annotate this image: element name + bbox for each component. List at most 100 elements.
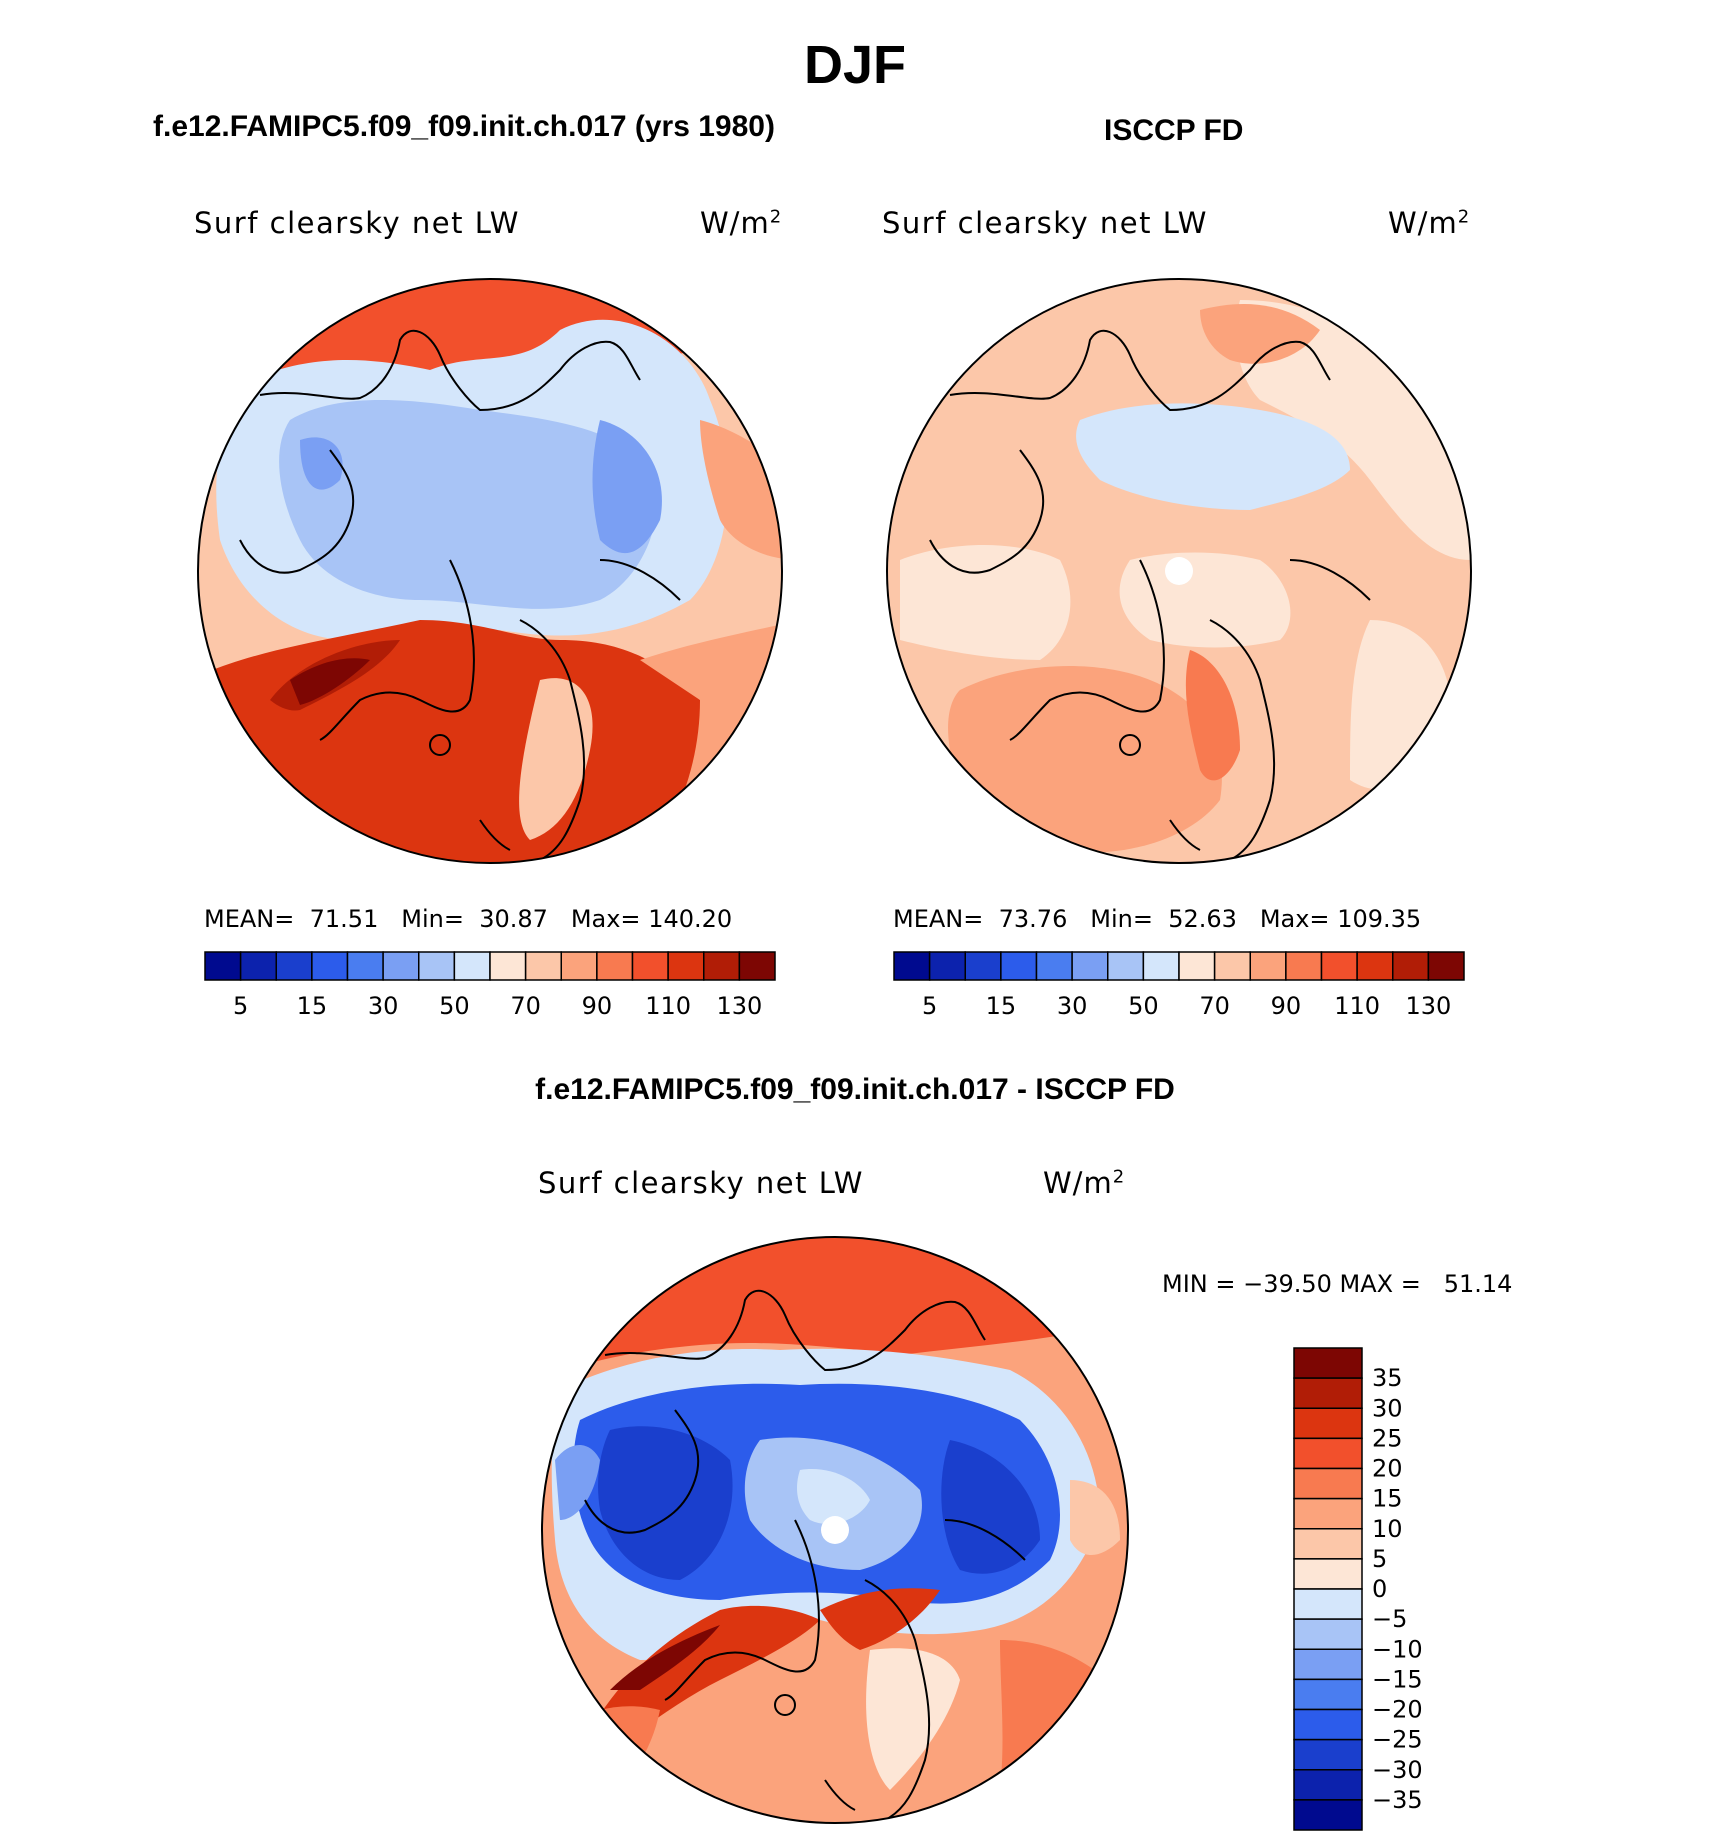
- obs-colorbar-swatch: [1000, 951, 1038, 981]
- diff-colorbar-swatch: [1293, 1799, 1363, 1831]
- model-colorbar-tick-label: 70: [510, 992, 541, 1020]
- obs-colorbar-swatch: [1427, 951, 1465, 981]
- obs-max-value: 109.35: [1337, 905, 1422, 933]
- diff-units-exp: 2: [1112, 1166, 1126, 1188]
- diff-colorbar-tick-label: 30: [1372, 1394, 1403, 1422]
- obs-colorbar-tick-label: 70: [1199, 992, 1230, 1020]
- model-colorbar-swatch: [311, 951, 349, 981]
- diff-colorbar-tick-label: 5: [1372, 1545, 1387, 1573]
- model-colorbar-tick-label: 50: [439, 992, 470, 1020]
- obs-colorbar-swatch: [1142, 951, 1180, 981]
- obs-colorbar-tick-label: 110: [1334, 992, 1380, 1020]
- diff-colorbar-swatch: [1293, 1467, 1363, 1500]
- diff-colorbar-swatch: [1293, 1769, 1363, 1801]
- model-colorbar-swatch: [382, 951, 420, 981]
- obs-mean-label: MEAN=: [893, 905, 984, 933]
- diff-colorbar-swatch: [1293, 1708, 1363, 1741]
- obs-colorbar-swatch: [1249, 951, 1287, 981]
- obs-min-value: 52.63: [1168, 905, 1237, 933]
- diff-colorbar-tick-label: 15: [1372, 1485, 1403, 1513]
- model-max-value: 140.20: [648, 905, 733, 933]
- diff-colorbar-tick-label: −5: [1372, 1605, 1407, 1633]
- model-colorbar-swatch: [204, 951, 242, 981]
- diff-units: W/m: [1043, 1166, 1113, 1200]
- model-units-label: W/m2: [700, 206, 782, 240]
- model-colorbar-swatch: [667, 951, 705, 981]
- obs-max-label: Max=: [1259, 905, 1330, 933]
- obs-colorbar-tick-label: 90: [1271, 992, 1302, 1020]
- diff-variable-label: Surf clearsky net LW: [538, 1166, 864, 1200]
- diff-colorbar-tick-label: −15: [1372, 1665, 1423, 1693]
- diff-pole-mask: [821, 1516, 849, 1544]
- obs-colorbar-swatch: [1320, 951, 1358, 981]
- obs-mean-value: 73.76: [998, 905, 1068, 933]
- diff-colorbar-tick-label: −10: [1372, 1635, 1423, 1663]
- diff-colorbar-tick-label: 25: [1372, 1424, 1403, 1452]
- obs-colorbar: 5 15 30 50 70 90 110 130: [893, 951, 1465, 1020]
- obs-polar-map: [886, 278, 1472, 864]
- diff-colorbar-tick-label: 0: [1372, 1575, 1387, 1603]
- model-colorbar-swatch: [453, 951, 491, 981]
- obs-colorbar-tick-label: 50: [1128, 992, 1159, 1020]
- model-variable-label: Surf clearsky net LW: [194, 206, 520, 240]
- diff-colorbar-swatch: [1293, 1588, 1363, 1620]
- obs-units: W/m: [1388, 206, 1458, 240]
- model-mean-label: MEAN=: [204, 905, 295, 933]
- model-colorbar-swatch: [489, 951, 527, 981]
- diff-colorbar-swatch: [1293, 1528, 1363, 1560]
- diff-colorbar-tick-label: −35: [1372, 1786, 1423, 1814]
- obs-colorbar-tick-label: 130: [1405, 992, 1451, 1020]
- obs-stats: MEAN= 73.76 Min= 52.63 Max= 109.35: [893, 905, 1421, 933]
- model-min-value: 30.87: [479, 905, 548, 933]
- obs-panel-title: ISCCP FD: [1104, 114, 1244, 147]
- diff-colorbar-swatch: [1293, 1497, 1363, 1530]
- diff-colorbar-swatch: [1293, 1377, 1363, 1409]
- obs-units-exp: 2: [1457, 206, 1471, 228]
- model-colorbar-swatch: [560, 951, 598, 981]
- obs-min-label: Min=: [1090, 905, 1153, 933]
- obs-colorbar-swatch: [1178, 951, 1216, 981]
- diff-colorbar-swatch: [1293, 1407, 1363, 1440]
- model-colorbar: 5 15 30 50 70 90 110 130: [204, 951, 776, 1020]
- diff-colorbar-swatch: [1293, 1558, 1363, 1590]
- obs-colorbar-swatch: [1035, 951, 1073, 981]
- model-colorbar-swatch: [703, 951, 741, 981]
- diff-colorbar-tick-label: 10: [1372, 1515, 1403, 1543]
- model-colorbar-swatch: [631, 951, 669, 981]
- diff-colorbar-swatch: [1293, 1738, 1363, 1771]
- obs-colorbar-swatch: [1285, 951, 1323, 981]
- obs-colorbar-swatch: [1213, 951, 1251, 981]
- model-colorbar-tick-label: 15: [297, 992, 328, 1020]
- model-stats: MEAN= 71.51 Min= 30.87 Max= 140.20: [204, 905, 732, 933]
- diff-units-label: W/m2: [1043, 1166, 1125, 1200]
- obs-colorbar-swatch: [1071, 951, 1109, 981]
- diff-colorbar-tick-label: 20: [1372, 1455, 1403, 1483]
- model-colorbar-swatch: [275, 951, 313, 981]
- model-units: W/m: [700, 206, 770, 240]
- model-colorbar-tick-label: 30: [368, 992, 399, 1020]
- diff-colorbar-swatch: [1293, 1678, 1363, 1711]
- diff-colorbar-tick-label: −30: [1372, 1756, 1423, 1784]
- model-colorbar-swatch: [418, 951, 456, 981]
- model-units-exp: 2: [769, 206, 783, 228]
- obs-colorbar-tick-label: 15: [986, 992, 1017, 1020]
- model-colorbar-swatch: [738, 951, 776, 981]
- model-colorbar-tick-label: 5: [233, 992, 248, 1020]
- obs-colorbar-swatch: [1107, 951, 1145, 981]
- model-colorbar-tick-label: 130: [716, 992, 762, 1020]
- obs-pole-mask: [1165, 557, 1193, 585]
- diff-colorbar-swatch: [1293, 1618, 1363, 1650]
- model-colorbar-swatch: [524, 951, 562, 981]
- obs-units-label: W/m2: [1388, 206, 1470, 240]
- obs-colorbar-swatch: [964, 951, 1002, 981]
- diff-colorbar-swatch: [1293, 1437, 1363, 1470]
- model-panel-title: f.e12.FAMIPC5.f09_f09.init.ch.017 (yrs 1…: [153, 110, 775, 143]
- model-min-label: Min=: [401, 905, 464, 933]
- diff-minmax-text: MIN = −39.50 MAX = 51.14: [1162, 1270, 1513, 1298]
- diff-polar-map: [541, 1236, 1129, 1824]
- obs-colorbar-swatch: [928, 951, 966, 981]
- model-colorbar-tick-label: 90: [582, 992, 613, 1020]
- diff-colorbar-swatch: [1293, 1347, 1363, 1379]
